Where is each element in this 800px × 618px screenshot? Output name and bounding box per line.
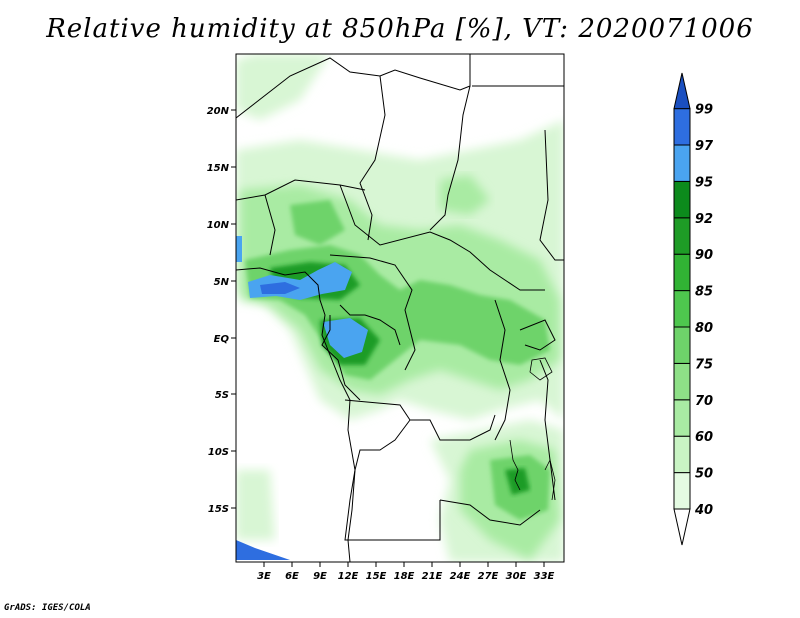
lat-label: 5S	[215, 390, 229, 401]
lon-label: 9E	[313, 571, 327, 582]
colorbar-segment	[673, 253, 691, 292]
lon-label: 12E	[338, 571, 359, 582]
colorbar-label: 60	[695, 430, 713, 445]
lon-label: 33E	[534, 571, 555, 582]
colorbar-segment	[673, 435, 691, 474]
credit-label: GrADS: IGES/COLA	[4, 603, 91, 613]
colorbar-label: 95	[695, 175, 713, 190]
lon-label: 21E	[422, 571, 443, 582]
colorbar-segment	[673, 72, 691, 110]
lat-axis-labels: 20N 15N 10N 5N EQ 5S 10S 15S	[207, 106, 230, 515]
map-title: Relative humidity at 850hPa [%], VT: 202…	[46, 14, 754, 44]
colorbar-label: 97	[695, 139, 714, 154]
lat-tick-marks	[231, 109, 236, 509]
lon-label: 6E	[285, 571, 299, 582]
lon-tick-marks	[263, 562, 545, 567]
lat-label: 5N	[214, 277, 230, 288]
colorbar-segment	[673, 399, 691, 437]
colorbar-segment	[673, 508, 691, 546]
colorbar-label: 85	[695, 285, 713, 300]
lat-label: 10N	[207, 220, 230, 231]
lat-label: 20N	[207, 106, 230, 117]
colorbar-segment	[673, 326, 691, 364]
map-frame	[235, 53, 565, 563]
colorbar: 40 50 60 70 75 80 85 90 92 95 97 99	[673, 72, 714, 546]
lat-label: 15N	[207, 163, 230, 174]
lat-label: 15S	[208, 504, 229, 515]
lat-label: 10S	[208, 447, 229, 458]
humidity-field	[236, 54, 564, 562]
colorbar-label: 70	[695, 394, 713, 409]
colorbar-label: 99	[695, 103, 713, 118]
colorbar-label: 90	[695, 248, 713, 263]
colorbar-segment	[673, 180, 691, 219]
colorbar-segment	[673, 362, 691, 401]
colorbar-label: 80	[695, 321, 713, 336]
lon-label: 30E	[506, 571, 527, 582]
colorbar-label: 40	[694, 503, 713, 518]
colorbar-segment	[673, 472, 691, 510]
lon-axis-labels: 3E 6E 9E 12E 15E 18E 21E 24E 27E 30E 33E	[257, 571, 554, 582]
lon-label: 24E	[450, 571, 471, 582]
lon-label: 3E	[257, 571, 271, 582]
colorbar-segment	[673, 144, 691, 182]
colorbar-segment	[673, 290, 691, 328]
colorbar-label: 50	[695, 467, 713, 482]
lat-label: EQ	[214, 334, 230, 345]
colorbar-segment	[673, 108, 691, 146]
lon-label: 15E	[366, 571, 387, 582]
colorbar-label: 92	[695, 212, 713, 227]
colorbar-segment	[673, 217, 691, 255]
lon-label: 27E	[478, 571, 499, 582]
colorbar-label: 75	[695, 357, 713, 372]
lon-label: 18E	[394, 571, 415, 582]
